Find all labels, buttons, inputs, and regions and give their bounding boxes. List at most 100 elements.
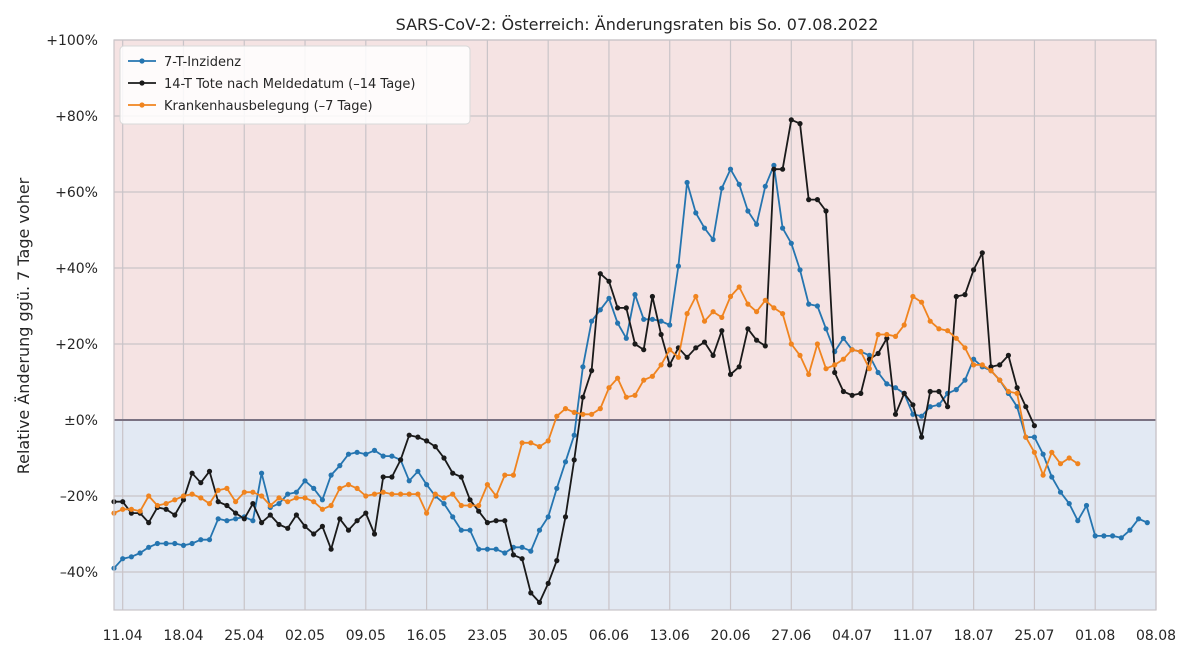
- data-point: [276, 521, 282, 528]
- data-point: [832, 362, 838, 368]
- data-point: [693, 293, 699, 300]
- data-point: [337, 463, 343, 469]
- data-point: [215, 499, 221, 505]
- data-point: [788, 240, 794, 246]
- legend-label: 14-T Tote nach Meldedatum (–14 Tage): [164, 77, 416, 92]
- data-point: [1014, 404, 1020, 410]
- data-point: [441, 495, 447, 501]
- legend-swatch-marker: [139, 58, 145, 64]
- data-point: [840, 356, 847, 362]
- data-point: [953, 293, 959, 300]
- data-point: [979, 362, 985, 368]
- data-point: [919, 434, 925, 440]
- data-point: [1083, 502, 1090, 509]
- data-point: [719, 185, 725, 191]
- data-point: [615, 375, 621, 381]
- data-point: [502, 550, 508, 556]
- data-point: [406, 478, 412, 484]
- data-point: [788, 117, 794, 123]
- data-point: [458, 527, 464, 533]
- data-point: [502, 472, 508, 478]
- data-point: [163, 501, 169, 507]
- data-point: [719, 314, 725, 320]
- y-axis-label: Relative Änderung ggü. 7 Tage voher: [14, 177, 33, 474]
- x-tick-label: 27.06: [771, 628, 811, 644]
- data-point: [380, 474, 386, 480]
- data-point: [267, 502, 273, 509]
- data-point: [233, 499, 239, 505]
- data-point: [919, 299, 925, 305]
- data-point: [450, 470, 456, 476]
- data-point: [406, 432, 412, 438]
- data-point: [580, 411, 586, 417]
- data-point: [311, 531, 317, 537]
- data-point: [1031, 449, 1037, 455]
- data-point: [641, 347, 647, 353]
- data-point: [424, 438, 430, 444]
- data-point: [441, 455, 447, 461]
- data-point: [979, 250, 985, 256]
- data-point: [545, 580, 551, 587]
- data-point: [1049, 474, 1055, 480]
- data-point: [328, 472, 334, 478]
- data-point: [667, 322, 673, 328]
- x-tick-label: 04.07: [832, 628, 872, 644]
- data-point: [806, 371, 812, 377]
- y-tick-label: +80%: [55, 109, 98, 125]
- data-point: [1031, 434, 1037, 440]
- data-point: [1005, 388, 1012, 395]
- data-point: [536, 599, 543, 606]
- data-point: [589, 318, 595, 324]
- series-layer: [111, 117, 1150, 606]
- data-point: [892, 385, 899, 391]
- data-point: [250, 518, 256, 524]
- data-point: [137, 550, 143, 556]
- data-point: [163, 540, 169, 547]
- data-point: [840, 388, 847, 395]
- data-point: [953, 387, 959, 393]
- data-point: [146, 544, 152, 550]
- data-point: [962, 292, 968, 298]
- data-point: [771, 166, 777, 172]
- data-point: [910, 402, 916, 408]
- data-point: [988, 364, 994, 370]
- data-point: [1014, 390, 1020, 396]
- data-point: [1023, 404, 1029, 410]
- series-2: [111, 117, 1037, 606]
- data-point: [259, 470, 265, 476]
- data-point: [927, 318, 933, 324]
- data-point: [823, 366, 829, 372]
- data-point: [658, 362, 664, 368]
- data-point: [1101, 533, 1107, 539]
- data-point: [806, 301, 812, 307]
- data-point: [780, 311, 786, 317]
- plot-border: [113, 39, 1157, 611]
- data-point: [866, 366, 873, 372]
- data-point: [120, 506, 126, 512]
- data-point: [198, 480, 204, 486]
- data-point: [371, 491, 378, 497]
- data-point: [675, 354, 682, 360]
- data-point: [319, 497, 325, 503]
- data-point: [536, 444, 543, 450]
- data-point: [658, 331, 664, 338]
- data-point: [710, 309, 716, 315]
- data-point: [580, 364, 586, 370]
- legend-label: Krankenhausbelegung (–7 Tage): [164, 99, 373, 114]
- data-point: [224, 502, 230, 509]
- y-tick-label: –40%: [60, 565, 98, 581]
- x-tick-label: 18.07: [954, 628, 994, 644]
- data-point: [189, 540, 195, 547]
- data-point: [971, 267, 977, 273]
- y-tick-label: +20%: [55, 337, 98, 353]
- data-point: [823, 326, 829, 332]
- data-point: [649, 293, 656, 300]
- x-tick-label: 30.05: [528, 628, 568, 644]
- data-point: [1127, 527, 1133, 533]
- data-point: [1110, 533, 1116, 539]
- data-point: [597, 406, 603, 412]
- data-point: [259, 520, 265, 526]
- data-point: [832, 369, 838, 376]
- data-point: [719, 328, 725, 334]
